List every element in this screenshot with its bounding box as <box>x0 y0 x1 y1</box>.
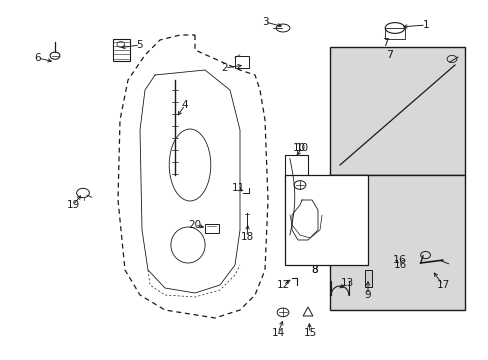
Text: 10: 10 <box>295 143 308 153</box>
Text: 16: 16 <box>392 255 406 265</box>
Text: 5: 5 <box>137 40 143 50</box>
Polygon shape <box>329 175 464 310</box>
Bar <box>385 28 404 39</box>
Text: 6: 6 <box>35 53 41 63</box>
Text: 8: 8 <box>311 265 318 275</box>
Text: 20: 20 <box>188 220 201 230</box>
Text: 7: 7 <box>386 50 393 60</box>
Text: 12: 12 <box>276 280 289 290</box>
Text: 18: 18 <box>240 232 253 242</box>
Text: 4: 4 <box>182 100 188 110</box>
Text: 2: 2 <box>221 63 228 73</box>
Bar <box>285 175 367 265</box>
Bar <box>113 39 130 60</box>
Bar <box>329 47 464 175</box>
Bar <box>285 155 308 235</box>
Text: 17: 17 <box>435 280 448 290</box>
Text: 19: 19 <box>66 200 80 210</box>
Text: 8: 8 <box>311 265 318 275</box>
Text: 14: 14 <box>271 328 284 338</box>
Text: 15: 15 <box>303 328 316 338</box>
Text: 1: 1 <box>422 20 428 30</box>
Bar <box>235 55 248 68</box>
Text: 13: 13 <box>340 278 353 288</box>
Text: 10: 10 <box>292 143 305 153</box>
Text: 16: 16 <box>392 260 406 270</box>
Bar <box>364 270 371 287</box>
Text: 11: 11 <box>231 183 244 193</box>
Text: 7: 7 <box>381 38 387 48</box>
Bar <box>204 224 218 233</box>
Text: 9: 9 <box>364 290 370 300</box>
Text: 3: 3 <box>261 17 268 27</box>
